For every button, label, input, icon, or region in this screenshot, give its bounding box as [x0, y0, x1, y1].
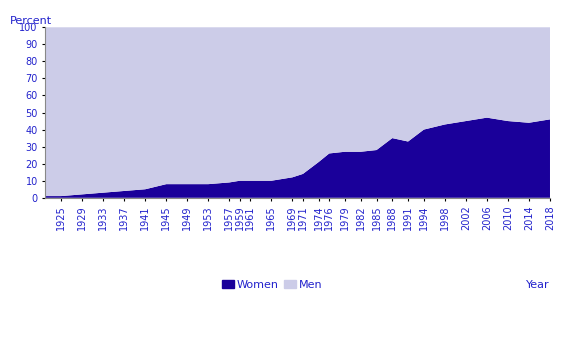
Text: Percent: Percent: [10, 16, 52, 26]
X-axis label: Year: Year: [526, 280, 550, 290]
Legend: Women, Men: Women, Men: [218, 276, 327, 295]
